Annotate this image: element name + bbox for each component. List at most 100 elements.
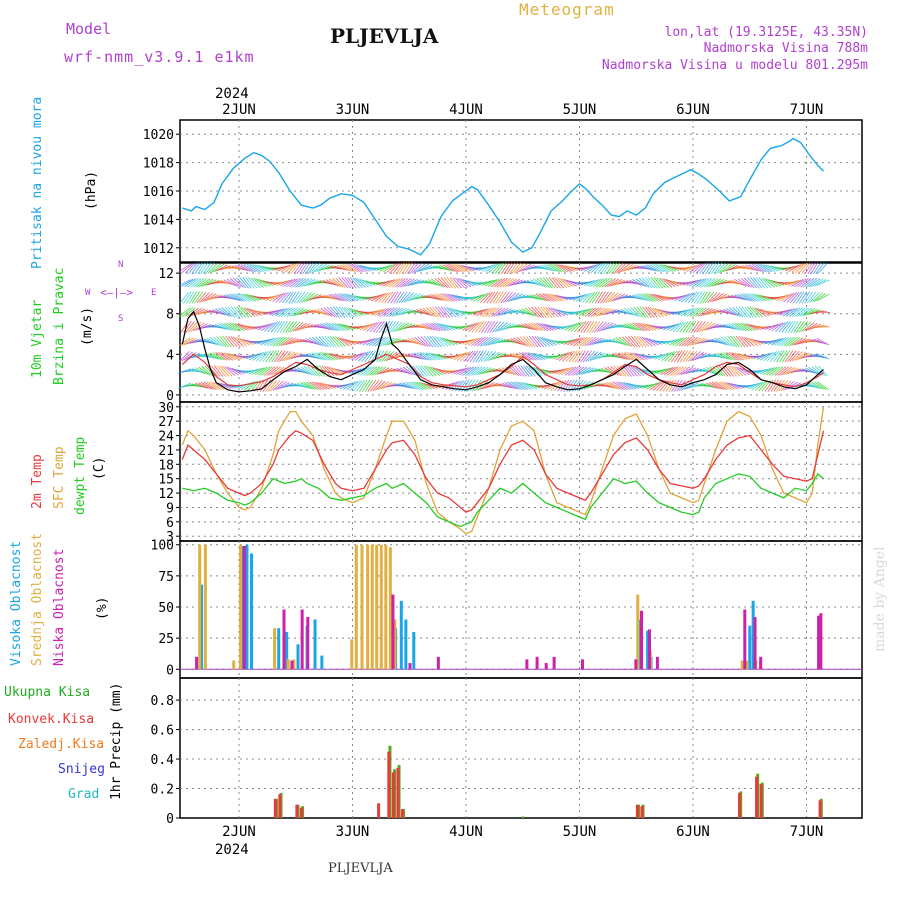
high-cloud-bar	[399, 600, 403, 670]
wind-barb	[561, 278, 574, 288]
wind-barb	[674, 309, 688, 316]
wind-barb	[324, 335, 334, 348]
wind-barb	[374, 366, 387, 376]
wind-barb	[654, 368, 668, 374]
wind-barb	[419, 308, 432, 317]
wind-barb	[744, 306, 754, 318]
wind-barb	[347, 277, 357, 289]
wind-barb	[483, 291, 494, 304]
wind-barb	[243, 293, 257, 302]
wind-barb	[467, 295, 481, 300]
wind-barb	[699, 368, 714, 374]
precip-legend-conv: Konvek.Kisa	[8, 712, 95, 727]
wind-barb	[654, 353, 668, 360]
wind-barb	[499, 322, 512, 332]
wind-barb	[748, 293, 761, 302]
wind-barb	[205, 262, 215, 274]
wind-barb	[691, 320, 700, 333]
wind-barb	[215, 264, 228, 272]
wind-barb	[550, 263, 563, 273]
wind-barb	[669, 337, 682, 346]
wind-barb	[514, 365, 525, 377]
wind-barb	[319, 382, 333, 390]
wind-barb	[293, 262, 303, 275]
wind-barb	[646, 382, 660, 390]
wind-barb	[213, 365, 224, 377]
wind-barb	[428, 322, 441, 332]
wind-barb	[757, 263, 770, 273]
wind-barb	[714, 279, 728, 286]
wind-barb	[432, 306, 442, 318]
compass-w: W	[85, 288, 91, 298]
wind-barb	[540, 306, 550, 318]
wind-barb	[486, 320, 496, 334]
wind-barb	[584, 307, 597, 317]
wind-barb	[491, 262, 502, 274]
wind-barb	[581, 336, 594, 347]
wind-barb	[303, 366, 315, 376]
wind-barb	[642, 306, 652, 318]
wind-barb	[448, 263, 461, 273]
wind-barb	[794, 307, 806, 318]
conv-precip-bar	[387, 751, 391, 818]
wind-barb	[505, 292, 517, 303]
wind-barb	[655, 263, 668, 273]
wind-barb	[727, 336, 738, 348]
wind-barb	[351, 367, 365, 375]
wind-barb	[627, 307, 639, 317]
wind-barb	[790, 320, 799, 334]
wind-barb	[757, 308, 770, 317]
wind-barb	[507, 292, 520, 303]
wind-barb	[818, 262, 828, 274]
wind-barb	[483, 350, 494, 362]
wind-barb	[646, 337, 660, 346]
wind-barb	[669, 366, 682, 376]
wind-barb	[509, 279, 524, 287]
wind-barb	[354, 351, 367, 361]
wind-barb	[260, 279, 274, 287]
wind-barb	[398, 261, 408, 275]
wind-barb	[569, 295, 583, 300]
wind-barb	[644, 277, 655, 289]
wind-barb	[794, 262, 806, 274]
wind-barb	[811, 292, 823, 303]
wind-barb	[705, 261, 714, 275]
wind-barb	[544, 337, 557, 346]
wind-barb	[497, 262, 507, 275]
wind-barb	[485, 307, 497, 318]
wind-barb	[210, 365, 221, 377]
low-cloud-bar	[817, 615, 821, 670]
wind-barb	[399, 323, 413, 331]
wind-barb	[776, 309, 790, 316]
wind-barb	[239, 277, 249, 289]
wind-barb	[646, 323, 660, 331]
model-altitude-label: Nadmorska Visina u modelu 801.295m	[601, 58, 868, 73]
high-cloud-bar	[285, 631, 289, 670]
wind-barb	[368, 366, 381, 376]
wind-barb	[703, 322, 716, 332]
wind-barb	[589, 337, 603, 346]
wind-barb	[364, 379, 374, 392]
wind-barb	[788, 337, 801, 347]
wind-barb	[723, 381, 736, 390]
wind-barb	[412, 262, 423, 274]
wind-barb	[436, 322, 449, 331]
wind-barb	[237, 337, 251, 346]
wind-barb	[498, 383, 512, 389]
wind-barb	[318, 336, 329, 348]
wind-barb	[251, 367, 265, 375]
wind-barb	[696, 321, 706, 333]
wind-barb	[550, 307, 562, 317]
wind-barb	[292, 277, 304, 288]
wind-barb	[589, 278, 603, 288]
wind-barb	[720, 336, 733, 347]
wind-barb	[643, 337, 656, 347]
conv-precip-bar	[640, 806, 644, 818]
wind-barb	[685, 279, 700, 287]
wind-barb	[657, 294, 671, 301]
wind-barb	[604, 278, 616, 288]
wind-barb	[394, 321, 406, 332]
wind-barb	[740, 322, 753, 332]
wind-barb	[410, 352, 424, 360]
wind-barb	[747, 306, 757, 318]
